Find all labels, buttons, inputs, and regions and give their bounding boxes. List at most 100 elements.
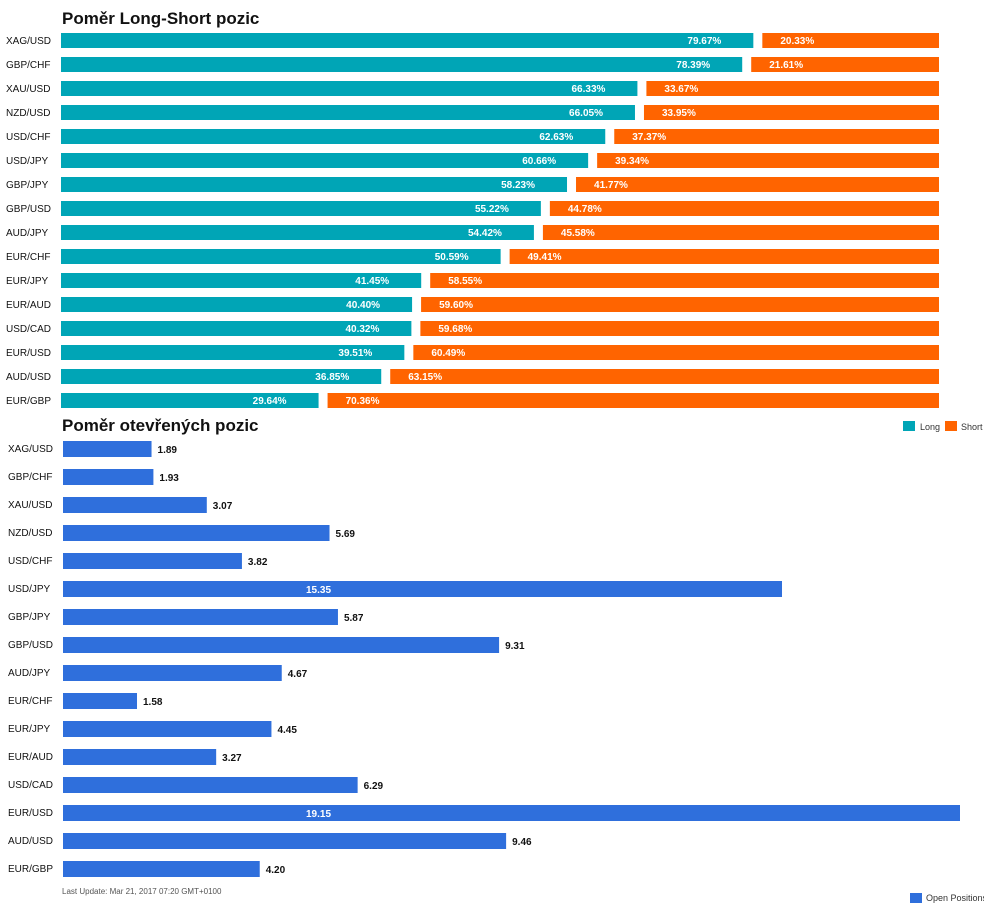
long-bar bbox=[61, 153, 589, 168]
short-bar bbox=[327, 393, 939, 408]
legend-short-swatch bbox=[945, 421, 957, 431]
short-value-label: 59.60% bbox=[439, 300, 473, 311]
open-positions-bar bbox=[63, 693, 138, 709]
long-short-category-label: USD/JPY bbox=[6, 156, 49, 167]
long-value-label: 55.22% bbox=[475, 204, 509, 215]
open-positions-bar bbox=[63, 805, 960, 821]
short-value-label: 37.37% bbox=[632, 132, 666, 143]
long-short-category-label: EUR/AUD bbox=[6, 300, 51, 311]
long-short-category-label: XAG/USD bbox=[6, 36, 51, 47]
open-positions-value-label: 1.58 bbox=[143, 697, 163, 708]
open-positions-category-label: AUD/JPY bbox=[8, 668, 51, 679]
open-positions-category-label: GBP/CHF bbox=[8, 472, 52, 483]
short-value-label: 60.49% bbox=[431, 348, 465, 359]
open-positions-value-label: 15.35 bbox=[306, 585, 331, 596]
short-value-label: 45.58% bbox=[561, 228, 595, 239]
long-short-category-label: USD/CHF bbox=[6, 132, 50, 143]
long-bar bbox=[61, 81, 638, 96]
long-value-label: 39.51% bbox=[338, 348, 372, 359]
long-bar bbox=[61, 129, 606, 144]
short-value-label: 59.68% bbox=[438, 324, 472, 335]
short-value-label: 49.41% bbox=[528, 252, 562, 263]
open-positions-legend: Open Positions bbox=[910, 893, 984, 903]
long-bar bbox=[61, 273, 422, 288]
short-value-label: 33.67% bbox=[664, 84, 698, 95]
long-value-label: 40.40% bbox=[346, 300, 380, 311]
open-positions-value-label: 3.82 bbox=[248, 557, 268, 568]
open-positions-value-label: 1.89 bbox=[158, 445, 178, 456]
open-positions-category-label: GBP/USD bbox=[8, 640, 53, 651]
short-value-label: 63.15% bbox=[408, 372, 442, 383]
open-positions-category-label: AUD/USD bbox=[8, 836, 53, 847]
long-value-label: 36.85% bbox=[315, 372, 349, 383]
short-bar bbox=[542, 225, 939, 240]
short-bar bbox=[430, 273, 939, 288]
legend-long-swatch bbox=[903, 421, 915, 431]
long-short-chart: XAG/USD 79.67% 20.33% GBP/CHF 78.39% 21.61% XA… bbox=[6, 33, 939, 408]
short-value-label: 70.36% bbox=[346, 396, 380, 407]
open-positions-category-label: XAG/USD bbox=[8, 444, 53, 455]
open-positions-category-label: EUR/GBP bbox=[8, 864, 53, 875]
open-positions-bar bbox=[63, 581, 783, 597]
open-positions-chart-title: Poměr otevřených pozic bbox=[62, 416, 259, 435]
short-bar bbox=[576, 177, 939, 192]
long-value-label: 54.42% bbox=[468, 228, 502, 239]
long-value-label: 78.39% bbox=[676, 60, 710, 71]
short-value-label: 44.78% bbox=[568, 204, 602, 215]
open-positions-value-label: 4.67 bbox=[288, 669, 308, 680]
long-bar bbox=[61, 369, 382, 384]
short-bar bbox=[421, 297, 939, 312]
short-bar bbox=[762, 33, 939, 48]
open-positions-value-label: 5.87 bbox=[344, 613, 364, 624]
long-short-category-label: AUD/USD bbox=[6, 372, 51, 383]
open-positions-category-label: USD/JPY bbox=[8, 584, 51, 595]
open-positions-bar bbox=[63, 749, 217, 765]
long-bar bbox=[61, 297, 413, 312]
short-value-label: 41.77% bbox=[594, 180, 628, 191]
open-positions-category-label: GBP/JPY bbox=[8, 612, 51, 623]
open-positions-value-label: 1.93 bbox=[159, 473, 179, 484]
open-positions-category-label: NZD/USD bbox=[8, 528, 52, 539]
long-short-chart-title: Poměr Long-Short pozic bbox=[62, 9, 259, 28]
short-value-label: 21.61% bbox=[769, 60, 803, 71]
open-positions-category-label: XAU/USD bbox=[8, 500, 52, 511]
short-bar bbox=[646, 81, 939, 96]
long-short-category-label: USD/CAD bbox=[6, 324, 51, 335]
long-short-category-label: EUR/USD bbox=[6, 348, 51, 359]
long-bar bbox=[61, 249, 501, 264]
short-value-label: 58.55% bbox=[448, 276, 482, 287]
open-positions-value-label: 4.45 bbox=[277, 725, 297, 736]
long-bar bbox=[61, 321, 412, 336]
open-positions-category-label: EUR/AUD bbox=[8, 752, 53, 763]
short-bar bbox=[643, 105, 939, 120]
legend-long-label: Long bbox=[920, 422, 940, 432]
open-positions-bar bbox=[63, 777, 358, 793]
long-short-legend: Long Short bbox=[903, 421, 983, 432]
short-bar bbox=[751, 57, 939, 72]
long-bar bbox=[61, 201, 541, 216]
long-value-label: 58.23% bbox=[501, 180, 535, 191]
open-positions-category-label: USD/CHF bbox=[8, 556, 52, 567]
long-bar bbox=[61, 225, 534, 240]
open-positions-bar bbox=[63, 833, 507, 849]
legend-open-positions-label: Open Positions bbox=[926, 893, 984, 903]
open-positions-value-label: 3.07 bbox=[213, 501, 233, 512]
short-bar bbox=[413, 345, 939, 360]
long-value-label: 66.05% bbox=[569, 108, 603, 119]
long-short-category-label: AUD/JPY bbox=[6, 228, 49, 239]
open-positions-bar bbox=[63, 441, 152, 457]
long-value-label: 50.59% bbox=[435, 252, 469, 263]
short-value-label: 39.34% bbox=[615, 156, 649, 167]
open-positions-bar bbox=[63, 861, 260, 877]
open-positions-category-label: EUR/JPY bbox=[8, 724, 51, 735]
short-value-label: 33.95% bbox=[662, 108, 696, 119]
last-update-text: Last Update: Mar 21, 2017 07:20 GMT+0100 bbox=[62, 887, 222, 896]
legend-open-positions-swatch bbox=[910, 893, 922, 903]
open-positions-bar bbox=[63, 721, 272, 737]
long-bar bbox=[61, 105, 635, 120]
long-bar bbox=[61, 177, 568, 192]
long-short-category-label: GBP/USD bbox=[6, 204, 51, 215]
long-short-category-label: EUR/JPY bbox=[6, 276, 49, 287]
long-value-label: 79.67% bbox=[687, 36, 721, 47]
